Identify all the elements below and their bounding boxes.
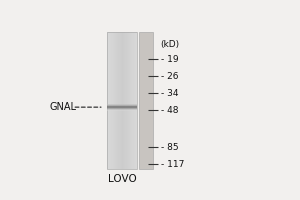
- Bar: [128, 32, 129, 169]
- Bar: [133, 32, 134, 169]
- Bar: [115, 32, 116, 169]
- Bar: [116, 32, 117, 169]
- Bar: [107, 109, 137, 110]
- Bar: [132, 32, 133, 169]
- Text: - 85: - 85: [161, 143, 178, 152]
- Bar: [114, 32, 115, 169]
- Bar: [112, 32, 113, 169]
- Bar: [108, 32, 109, 169]
- Bar: [121, 32, 122, 169]
- Bar: [107, 32, 108, 169]
- Bar: [139, 32, 153, 169]
- Bar: [123, 32, 124, 169]
- Bar: [107, 32, 137, 169]
- Bar: [117, 32, 118, 169]
- Bar: [122, 32, 123, 169]
- Bar: [109, 32, 110, 169]
- Text: - 26: - 26: [161, 72, 178, 81]
- Text: (kD): (kD): [161, 40, 180, 49]
- Text: - 19: - 19: [161, 55, 178, 64]
- Text: GNAL: GNAL: [49, 102, 76, 112]
- Bar: [126, 32, 127, 169]
- Bar: [130, 32, 131, 169]
- Bar: [134, 32, 135, 169]
- Bar: [131, 32, 132, 169]
- Bar: [111, 32, 112, 169]
- Bar: [119, 32, 120, 169]
- Bar: [107, 108, 137, 109]
- Bar: [120, 32, 121, 169]
- Bar: [135, 32, 136, 169]
- Bar: [107, 110, 137, 111]
- Bar: [107, 104, 137, 105]
- Text: LOVO: LOVO: [108, 174, 137, 184]
- Text: - 34: - 34: [161, 89, 178, 98]
- Bar: [125, 32, 126, 169]
- Text: - 48: - 48: [161, 106, 178, 115]
- Bar: [118, 32, 119, 169]
- Text: - 117: - 117: [161, 160, 184, 169]
- Bar: [107, 106, 137, 107]
- Bar: [110, 32, 111, 169]
- Bar: [129, 32, 130, 169]
- Bar: [113, 32, 114, 169]
- Bar: [107, 107, 137, 108]
- Bar: [136, 32, 137, 169]
- Bar: [107, 105, 137, 106]
- Bar: [124, 32, 125, 169]
